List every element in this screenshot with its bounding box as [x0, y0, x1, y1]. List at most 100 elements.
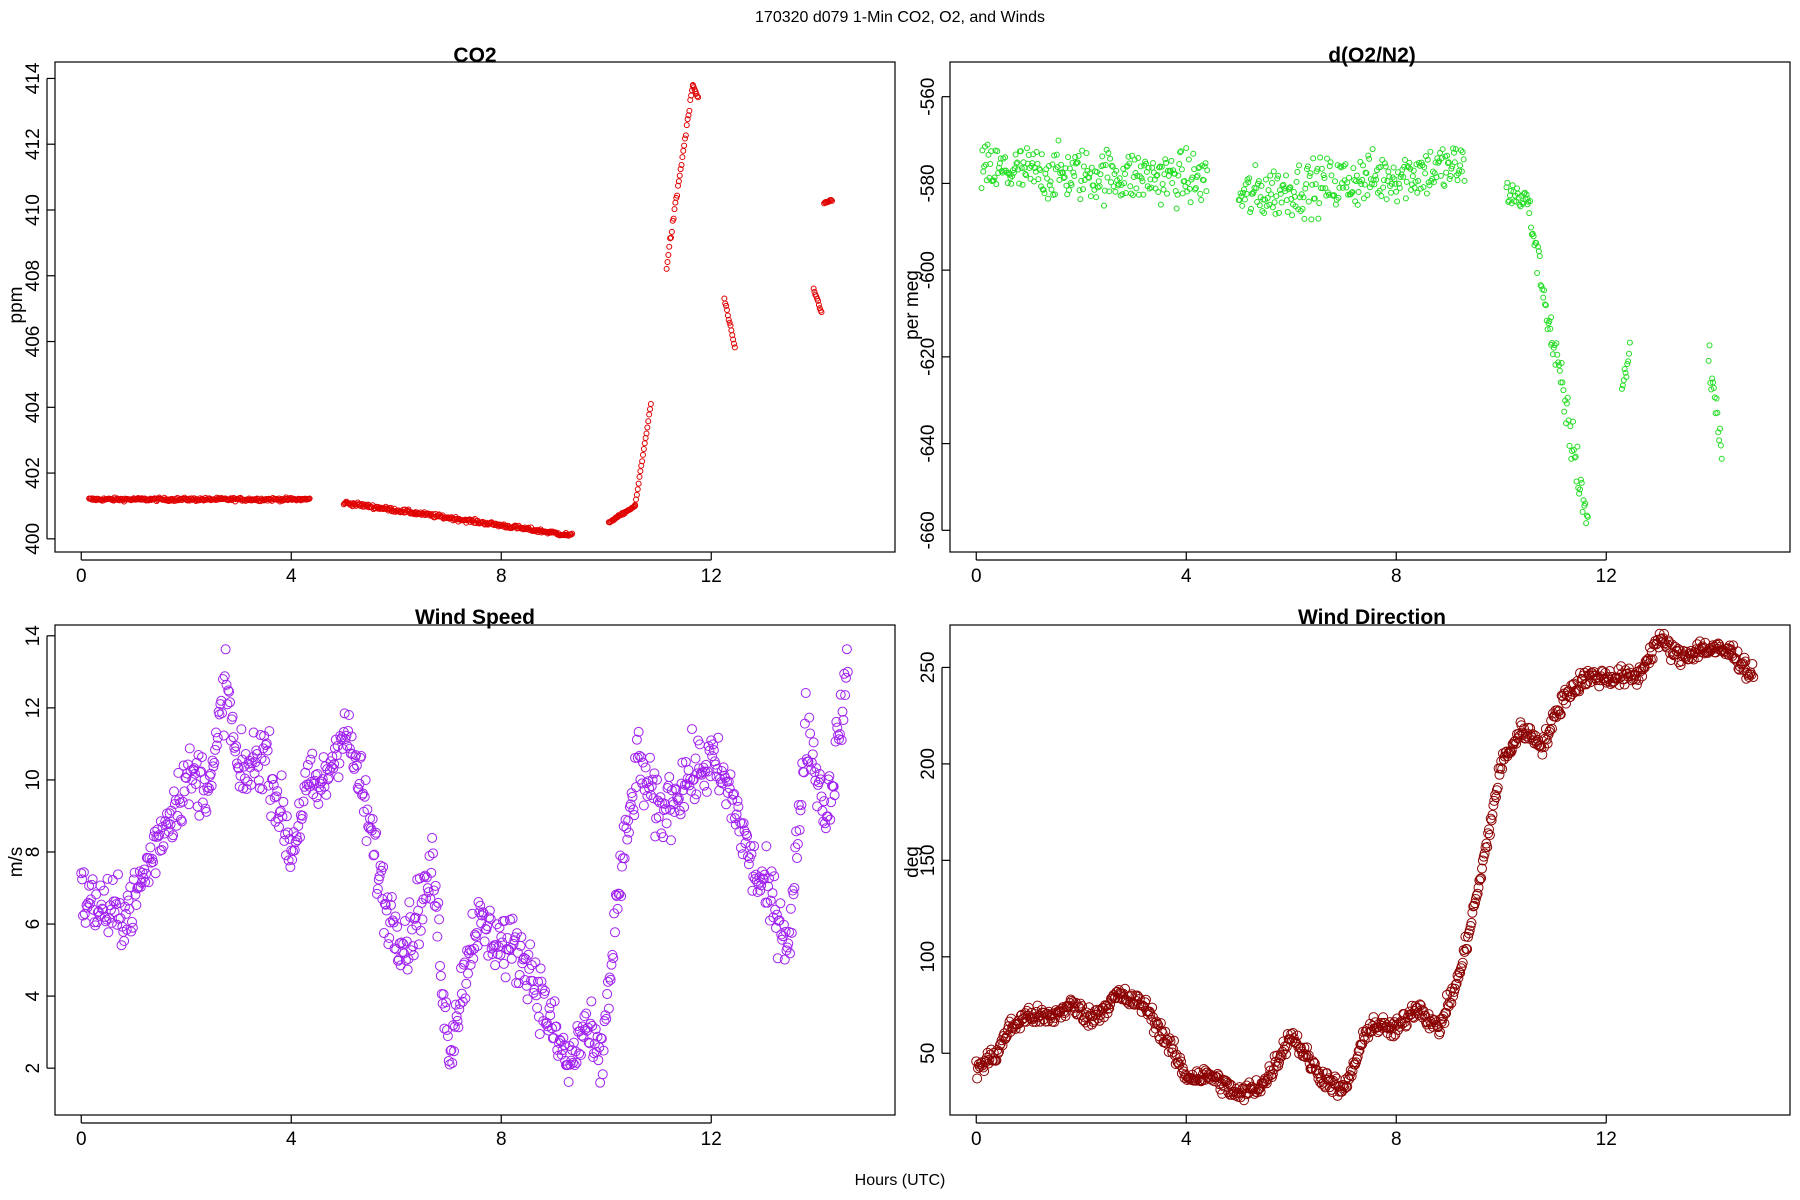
data-point	[1170, 167, 1177, 174]
data-point	[1530, 233, 1537, 240]
x-tick-label: 8	[1391, 1129, 1402, 1150]
data-point	[150, 868, 161, 879]
data-point	[369, 849, 380, 860]
data-point	[490, 960, 501, 971]
data-point	[633, 726, 644, 737]
data-point	[1360, 195, 1367, 202]
data-point	[804, 712, 815, 723]
data-point	[260, 755, 270, 766]
data-point	[1287, 184, 1294, 191]
data-point	[815, 297, 821, 304]
data-point	[267, 774, 278, 785]
data-point	[828, 197, 835, 204]
data-point	[728, 327, 735, 334]
data-point	[398, 938, 409, 949]
data-point	[610, 927, 620, 938]
data-point	[455, 998, 466, 1009]
data-point	[1063, 1002, 1074, 1013]
data-point	[1400, 1021, 1411, 1032]
data-point	[219, 671, 230, 682]
data-point	[154, 830, 165, 841]
data-point	[1038, 151, 1045, 158]
data-point	[1438, 155, 1445, 162]
data-point	[1315, 215, 1322, 222]
y-tick-label: 100	[918, 941, 939, 973]
data-point	[1183, 145, 1190, 152]
y-tick-label: 6	[23, 919, 44, 930]
data-point	[1663, 635, 1674, 646]
data-point	[738, 818, 749, 829]
data-point	[526, 960, 537, 971]
data-point	[1547, 723, 1557, 734]
data-point	[763, 881, 774, 892]
data-point	[603, 1003, 614, 1014]
data-point	[1305, 198, 1312, 205]
data-point	[270, 816, 281, 827]
data-point	[1051, 152, 1058, 159]
data-point	[383, 939, 394, 950]
y-tick-label: 404	[23, 391, 44, 423]
data-point	[131, 899, 142, 910]
data-point	[1177, 1062, 1188, 1073]
data-point	[1337, 163, 1344, 170]
data-point	[1435, 1027, 1445, 1038]
data-point	[1457, 957, 1468, 968]
data-point	[1269, 179, 1275, 186]
data-point	[1482, 841, 1493, 852]
data-point	[1309, 1057, 1319, 1068]
data-point	[1583, 520, 1590, 527]
data-point	[749, 841, 760, 852]
data-point	[1302, 1042, 1312, 1053]
data-point	[1455, 967, 1466, 978]
data-point	[1577, 486, 1583, 493]
data-point	[677, 757, 688, 768]
data-point	[808, 737, 819, 748]
data-point	[498, 958, 509, 969]
data-point	[1560, 387, 1567, 394]
data-point	[616, 891, 627, 902]
data-point	[1540, 723, 1551, 734]
data-point	[1622, 369, 1629, 376]
data-point	[136, 877, 147, 888]
data-point	[1127, 183, 1134, 190]
data-point	[1103, 146, 1110, 153]
data-point	[637, 468, 644, 475]
data-point	[785, 903, 796, 914]
data-point	[714, 785, 725, 796]
data-point	[611, 891, 622, 902]
data-point	[1354, 1045, 1365, 1056]
y-axis-label: m/s	[6, 847, 27, 878]
data-point	[1519, 723, 1529, 734]
data-point	[792, 853, 802, 864]
data-point	[179, 786, 190, 797]
data-point	[1303, 181, 1310, 188]
data-point	[1397, 1018, 1408, 1029]
data-point	[1049, 161, 1056, 168]
y-tick-label: 412	[23, 128, 44, 160]
data-point	[1503, 748, 1514, 759]
y-tick-label: 4	[23, 990, 44, 1001]
data-point	[688, 774, 699, 785]
data-point	[461, 978, 472, 989]
data-point	[721, 295, 728, 302]
y-axis-label: deg	[902, 846, 923, 878]
data-point	[1096, 183, 1103, 190]
data-point	[1484, 830, 1495, 841]
data-point	[733, 801, 744, 812]
data-point	[145, 842, 156, 853]
data-point	[1582, 500, 1589, 507]
data-point	[1304, 166, 1310, 173]
data-point	[1309, 181, 1316, 188]
data-point	[683, 765, 694, 776]
data-point	[790, 842, 801, 853]
chart-panel-o2: d(O2/N2) per meg 0 4 8 12 -560 -580 -600 -620 -6…	[902, 44, 1791, 587]
data-point	[281, 850, 291, 861]
data-point	[1256, 202, 1263, 209]
data-point	[559, 1040, 570, 1051]
data-point	[599, 1016, 610, 1027]
data-point	[761, 841, 772, 852]
data-point	[1673, 643, 1683, 654]
data-point	[683, 122, 690, 129]
data-point	[1468, 901, 1479, 912]
data-point	[341, 500, 348, 507]
